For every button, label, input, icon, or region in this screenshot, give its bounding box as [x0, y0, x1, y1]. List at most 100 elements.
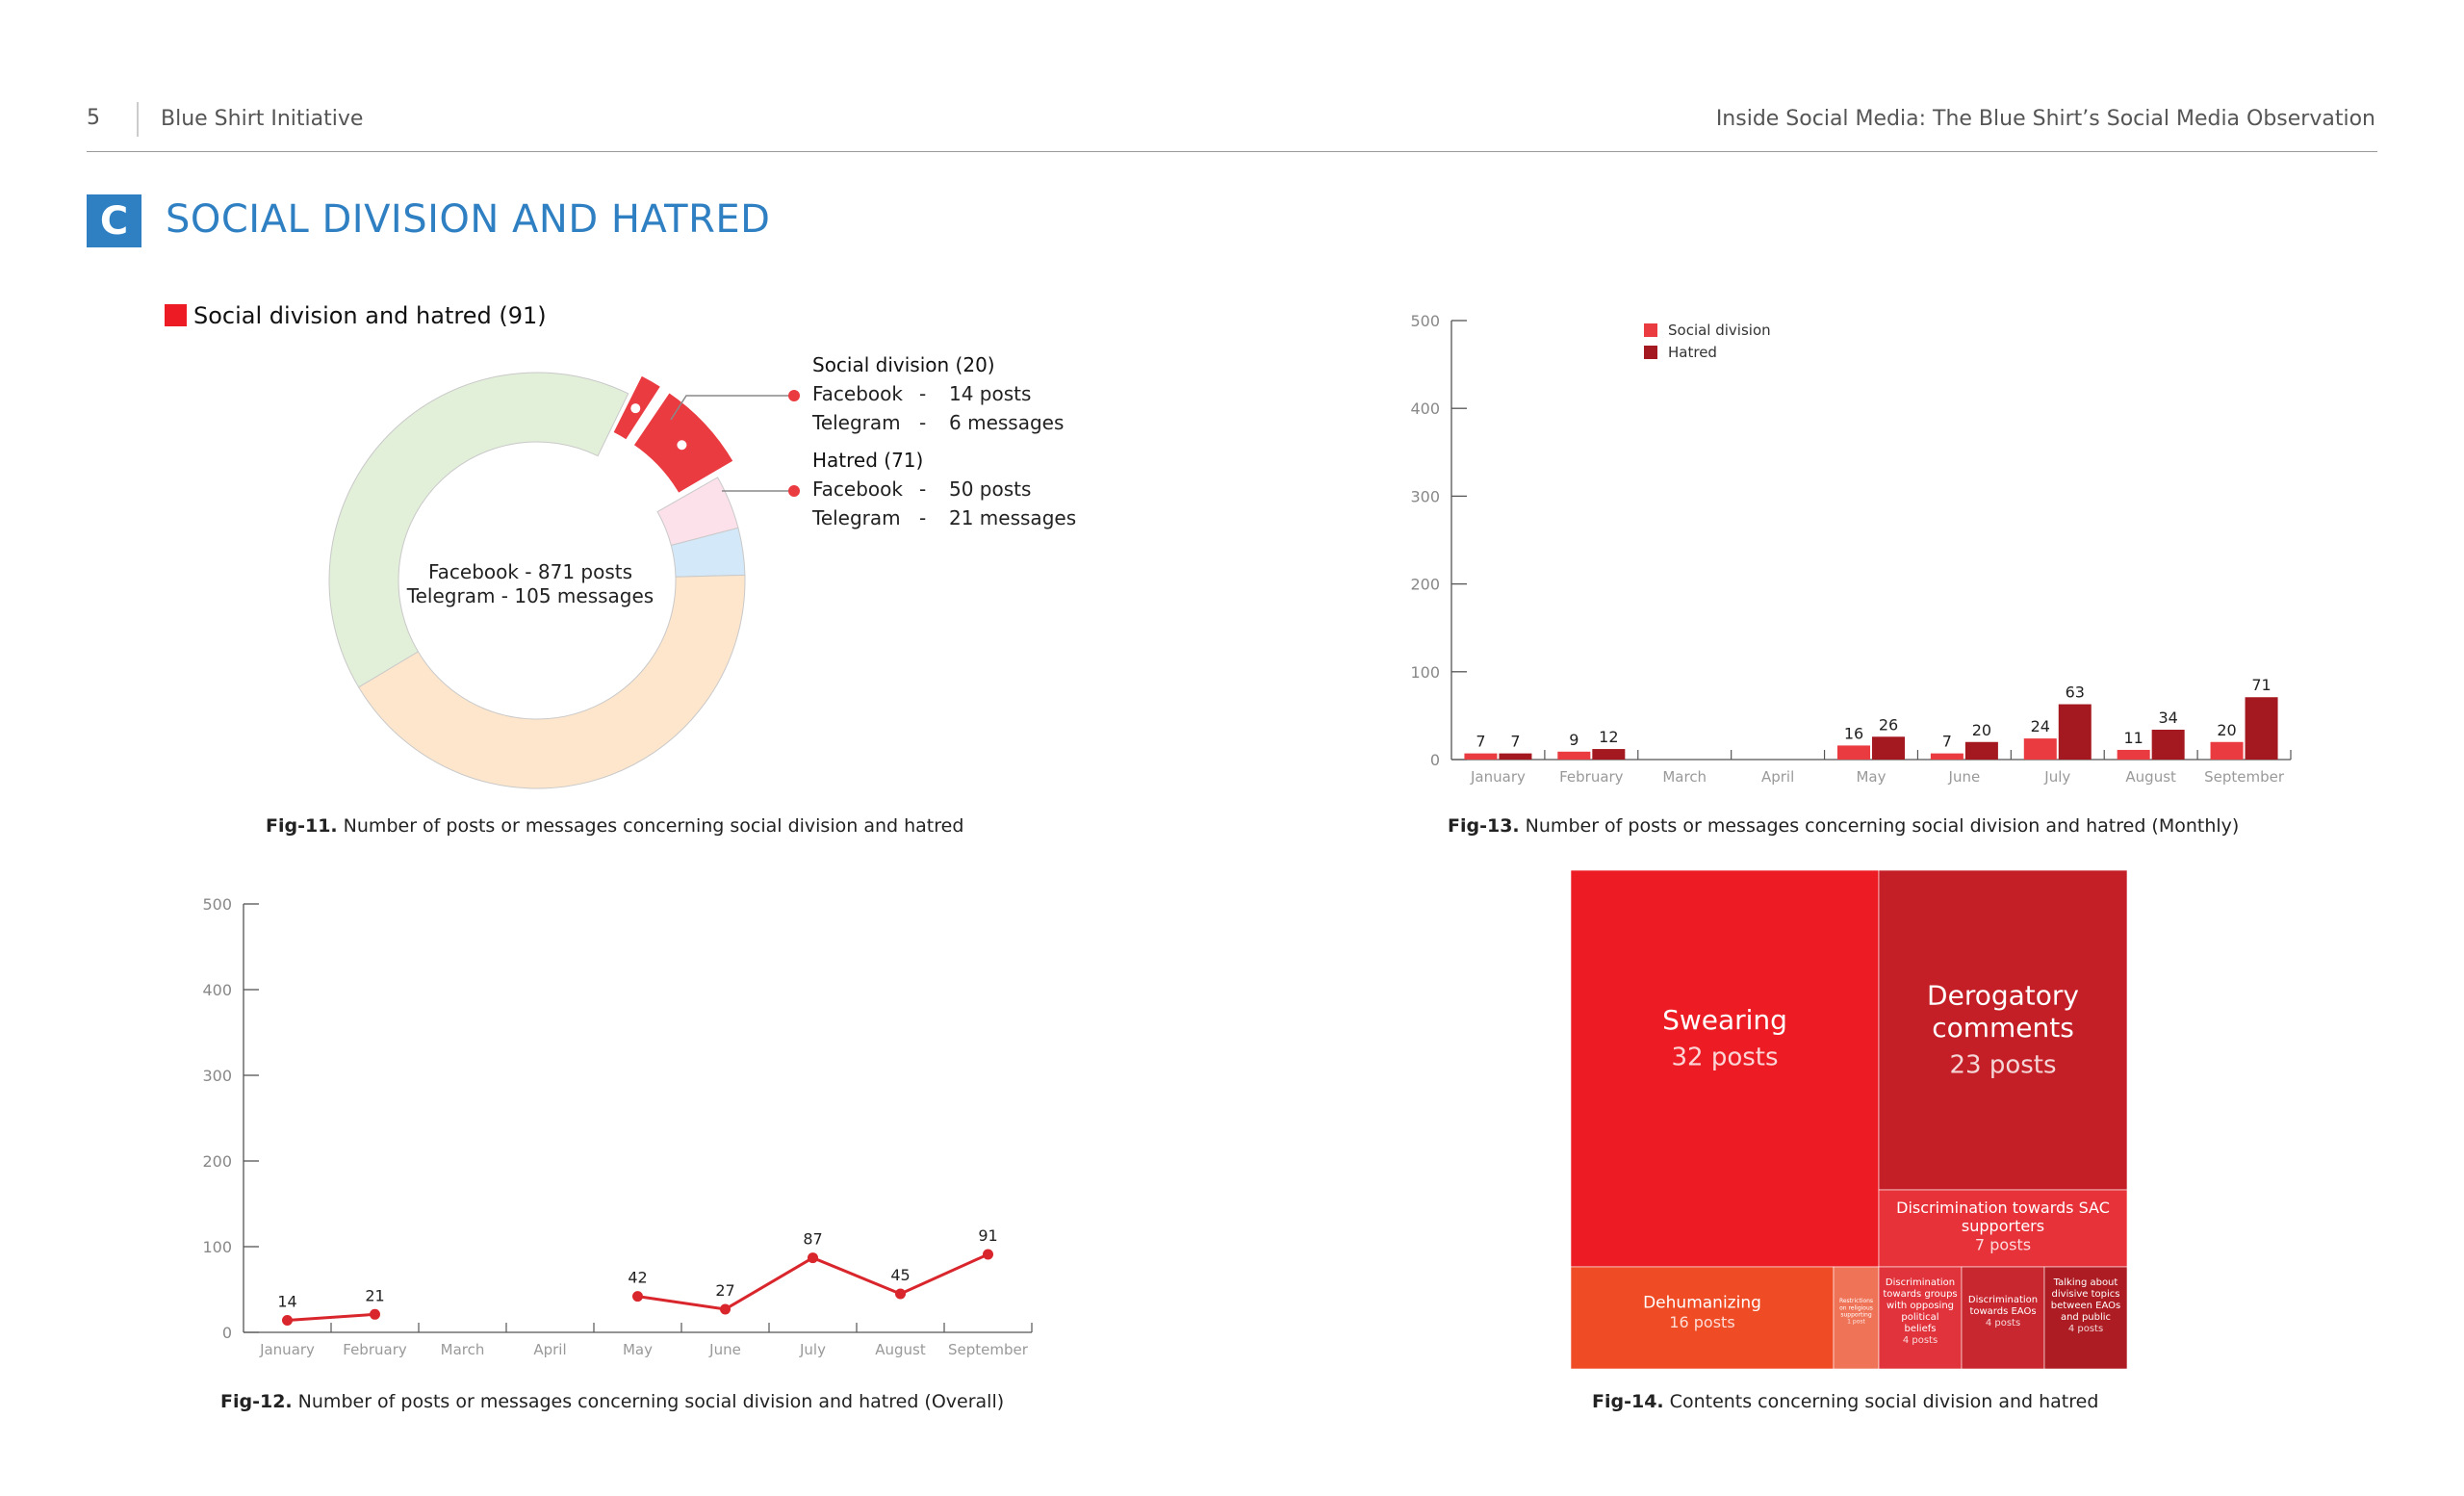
donut-slice-marker-0 [630, 403, 641, 414]
donut-center-line1: Facebook - 871 posts [428, 560, 632, 583]
page-number: 5 [87, 106, 100, 130]
fig12-caption-text: Number of posts or messages concerning s… [293, 1391, 1005, 1412]
line-value-label: 27 [715, 1281, 734, 1300]
treemap-cell [1878, 1266, 1963, 1370]
treemap-cell-value: 4 posts [2068, 1324, 2103, 1334]
y-tick-label: 300 [1410, 487, 1440, 505]
callout-hatred-title: Hatred (71) [812, 449, 923, 472]
bar-value-label: 71 [2251, 676, 2271, 694]
x-tick-label: February [343, 1341, 407, 1358]
treemap-cell-value: 32 posts [1671, 1043, 1778, 1071]
x-tick-label: May [623, 1341, 653, 1358]
x-tick-label: June [708, 1341, 741, 1358]
donut-legend-swatch [165, 304, 187, 326]
treemap-title-line: on religious [1839, 1304, 1873, 1311]
legend-swatch [1644, 323, 1657, 337]
x-tick-label: March [1662, 768, 1707, 786]
callout-hatred-fb-dash: - [919, 477, 926, 501]
callout-hatred-tg-dash: - [919, 506, 926, 529]
treemap-title-line: Discrimination [1968, 1295, 2038, 1305]
treemap-title-line: towards EAOs [1969, 1306, 2036, 1317]
treemap-title-line: and public [2061, 1312, 2111, 1323]
treemap-title-line: supporting [1840, 1312, 1872, 1319]
donut-legend-label: Social division and hatred (91) [193, 302, 547, 329]
bar-hatred [2058, 704, 2092, 760]
y-tick-label: 200 [1410, 576, 1440, 594]
treemap-cell-value: 4 posts [1903, 1335, 1938, 1346]
x-tick-label: July [799, 1341, 826, 1358]
treemap-cell-title: Restrictions on religious supporting [1839, 1298, 1873, 1318]
treemap-cell [1961, 1266, 2045, 1370]
x-tick-label: September [2204, 768, 2285, 786]
treemap-title-line: beliefs [1905, 1324, 1937, 1334]
fig12-caption-label: Fig-12. [220, 1391, 293, 1412]
legend-label: Hatred [1668, 344, 1717, 361]
donut-slice-marker-1 [677, 440, 687, 451]
line-point [282, 1315, 293, 1327]
line-value-label: 42 [628, 1269, 647, 1287]
callout-social-fb-value: 14 posts [949, 382, 1031, 405]
y-tick-label: 200 [202, 1152, 232, 1171]
treemap-cell-title: Dehumanizing [1643, 1293, 1761, 1312]
callout-social-tg-platform: Telegram [811, 411, 901, 434]
y-tick-label: 400 [1410, 400, 1440, 418]
treemap-title-line: Talking about [2053, 1277, 2118, 1288]
treemap-cell-value: 16 posts [1669, 1313, 1734, 1331]
treemap-cell-value: 7 posts [1975, 1235, 2031, 1253]
fig13-caption-text: Number of posts or messages concerning s… [1520, 815, 2240, 837]
treemap-cell-title: Derogatory comments [1927, 979, 2079, 1044]
bar-value-label: 26 [1879, 715, 1898, 734]
line-point [808, 1252, 818, 1264]
treemap-title-line: Restrictions [1839, 1298, 1873, 1304]
bar-social-division [1837, 745, 1870, 760]
contents-treemap: Swearing 32 posts Derogatory comments 23 pos… [1570, 869, 2128, 1412]
fig13-caption: Fig-13. Number of posts or messages conc… [1448, 815, 2239, 837]
bar-value-label: 16 [1844, 724, 1863, 742]
treemap-title-line: Discrimination towards SAC [1896, 1199, 2110, 1217]
y-tick-label: 100 [202, 1238, 232, 1256]
line-value-label: 91 [978, 1226, 997, 1245]
bar-value-label: 63 [2066, 684, 2085, 702]
treemap-cell-title: Discrimination towards groups with opposin… [1883, 1277, 1957, 1334]
header-right-title: Inside Social Media: The Blue Shirt’s So… [1715, 107, 2375, 131]
bar-social-division [2117, 749, 2150, 760]
callout-leader-social [670, 395, 794, 421]
donut-slice-5 [328, 372, 629, 688]
treemap-cell-value: 23 posts [1949, 1051, 2056, 1080]
x-tick-label: January [259, 1341, 315, 1358]
treemap-cell [1570, 869, 1880, 1268]
x-tick-label: February [1559, 768, 1624, 786]
bar-hatred [2151, 729, 2185, 760]
treemap-title-line: Dehumanizing [1643, 1293, 1761, 1312]
treemap-title-line: supporters [1962, 1217, 2044, 1235]
bar-value-label: 20 [2217, 721, 2236, 739]
callout-dot-social [788, 390, 800, 401]
treemap-cell [1878, 869, 2128, 1191]
y-tick-label: 300 [202, 1067, 232, 1085]
bar-hatred [1964, 741, 1998, 760]
line-series-segment [287, 1312, 375, 1323]
fig11-caption-label: Fig-11. [266, 815, 338, 837]
y-tick-label: 100 [1410, 663, 1440, 682]
callout-hatred-fb-platform: Facebook [812, 477, 903, 501]
y-tick-label: 500 [202, 895, 232, 914]
x-tick-label: June [1948, 768, 1981, 786]
y-tick-label: 500 [1410, 312, 1440, 330]
treemap-cell-title: Discrimination towards EAOs [1968, 1295, 2038, 1317]
fig12-caption: Fig-12. Number of posts or messages conc… [220, 1391, 1004, 1412]
bar-value-label: 7 [1942, 733, 1952, 751]
line-point [895, 1288, 906, 1300]
line-value-label: 21 [365, 1286, 384, 1304]
fig13-caption-label: Fig-13. [1448, 815, 1520, 837]
overall-line-chart: 0 100 200 300 400 500 January February March Apri… [202, 895, 1033, 1412]
treemap-title-line: Discrimination [1886, 1277, 1955, 1288]
line-chart-axis: 0 100 200 300 400 500 January February March Apri… [202, 895, 1033, 1358]
donut-chart: Social division and hatred (91) Facebook… [165, 302, 1076, 837]
bar-hatred [1592, 749, 1626, 760]
y-tick-label: 400 [202, 981, 232, 999]
line-value-label: 87 [803, 1230, 822, 1249]
treemap-cell [2043, 1266, 2128, 1370]
treemap-title-line: with opposing [1886, 1301, 1954, 1311]
x-tick-label: September [948, 1341, 1029, 1358]
x-tick-label: May [1856, 768, 1886, 786]
